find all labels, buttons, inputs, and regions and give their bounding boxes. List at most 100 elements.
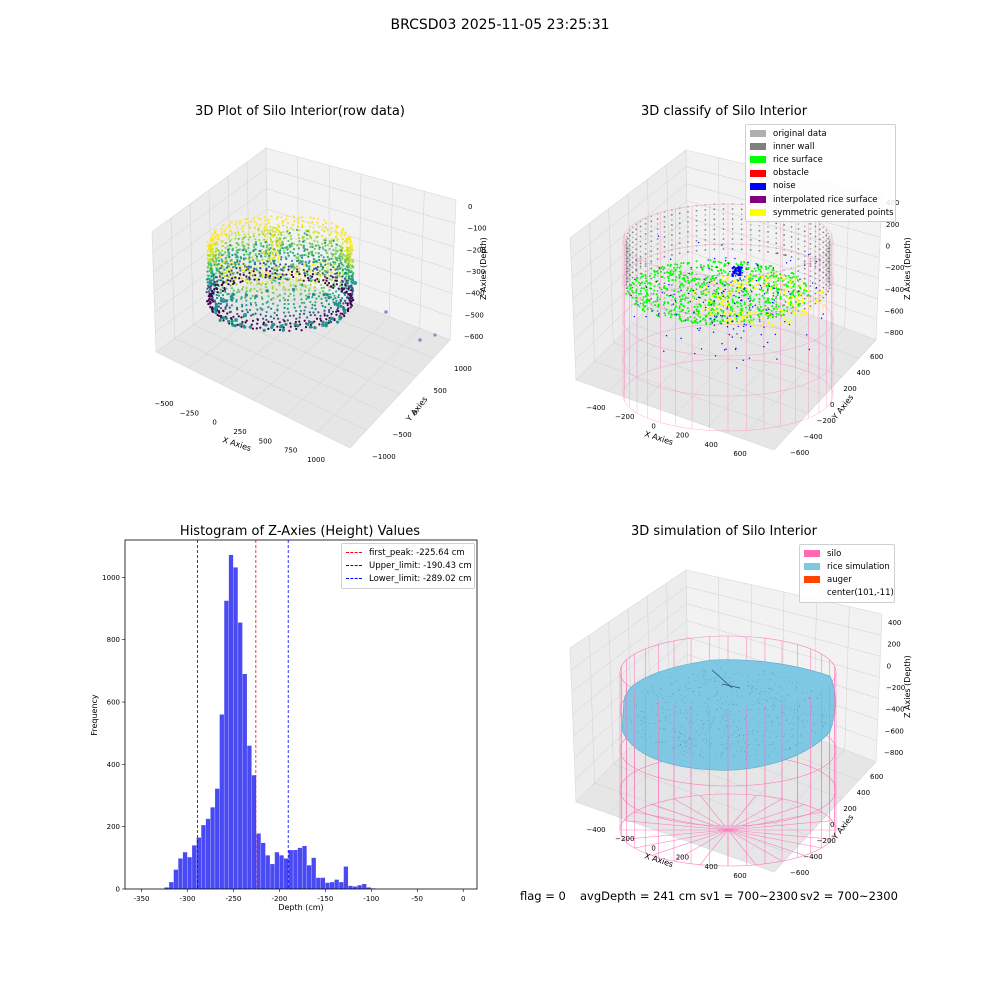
data-point xyxy=(751,279,754,282)
data-point xyxy=(650,260,653,263)
data-point xyxy=(693,305,696,308)
data-point xyxy=(799,287,802,290)
data-point xyxy=(700,266,702,268)
data-point xyxy=(758,315,761,318)
data-point xyxy=(321,266,325,269)
data-point xyxy=(348,277,351,280)
data-point xyxy=(800,294,803,297)
data-point xyxy=(663,255,666,258)
data-point xyxy=(663,266,666,269)
data-point xyxy=(212,277,216,280)
data-point xyxy=(269,270,272,273)
data-point xyxy=(349,271,353,274)
data-point xyxy=(276,257,280,260)
data-point xyxy=(206,257,210,260)
data-point xyxy=(215,258,218,261)
data-point xyxy=(270,320,273,324)
data-point xyxy=(743,288,745,291)
data-point xyxy=(329,268,332,271)
data-point xyxy=(226,279,229,282)
panel3-title: Histogram of Z-Axies (Height) Values xyxy=(179,524,421,539)
histogram-bar xyxy=(357,885,362,889)
panel2-x-tick: 400 xyxy=(705,441,718,449)
legend-item: rice surface xyxy=(750,153,891,166)
data-point xyxy=(307,265,310,268)
data-point xyxy=(339,267,342,270)
data-point xyxy=(797,270,800,272)
data-point xyxy=(286,248,289,251)
data-point xyxy=(234,234,237,237)
data-point xyxy=(225,304,228,307)
data-point xyxy=(784,287,787,290)
data-point xyxy=(767,235,769,238)
data-point xyxy=(822,256,825,259)
data-point xyxy=(325,299,328,302)
data-point xyxy=(644,277,647,280)
data-point xyxy=(797,243,800,245)
data-point xyxy=(673,289,676,292)
data-point xyxy=(269,257,272,260)
data-point xyxy=(267,221,271,225)
data-point xyxy=(699,327,702,329)
data-point xyxy=(695,224,698,227)
data-point xyxy=(282,276,285,280)
data-point xyxy=(628,288,631,291)
data-point xyxy=(652,292,655,295)
figure-title: BRCSD03 2025-11-05 23:25:31 xyxy=(390,17,610,33)
data-point xyxy=(256,279,259,283)
data-point xyxy=(747,267,750,270)
data-point xyxy=(270,307,273,310)
data-point xyxy=(772,287,775,290)
data-point xyxy=(282,237,286,240)
data-point xyxy=(653,270,656,273)
data-point xyxy=(270,267,274,270)
data-point xyxy=(735,347,737,350)
data-point xyxy=(231,279,234,283)
data-point xyxy=(703,290,706,293)
data-point xyxy=(301,283,304,286)
data-point xyxy=(238,267,242,270)
legend-swatch xyxy=(804,590,820,597)
data-point xyxy=(686,275,689,278)
data-point xyxy=(286,299,290,302)
data-point xyxy=(282,281,285,284)
data-point xyxy=(767,310,770,313)
data-point xyxy=(628,249,631,252)
data-point xyxy=(266,275,270,278)
data-point xyxy=(740,304,743,307)
histogram-bar xyxy=(339,882,344,889)
data-point xyxy=(828,265,831,268)
data-point xyxy=(330,231,333,234)
data-point xyxy=(802,291,805,294)
panel2-y-tick: 0 xyxy=(830,401,834,409)
data-point xyxy=(713,213,716,216)
data-point xyxy=(282,326,285,329)
data-point xyxy=(644,273,647,276)
data-point xyxy=(309,216,312,219)
histogram-bar xyxy=(279,855,284,889)
data-point xyxy=(229,273,232,276)
data-point xyxy=(259,262,262,265)
data-point xyxy=(809,270,812,273)
data-point xyxy=(758,249,761,252)
data-point xyxy=(246,242,249,246)
data-point xyxy=(818,243,821,246)
data-point xyxy=(740,218,743,221)
data-point xyxy=(734,257,736,260)
panel3-frame xyxy=(124,539,478,890)
data-point xyxy=(231,253,234,257)
data-point xyxy=(811,282,814,284)
data-point xyxy=(344,239,347,243)
data-point xyxy=(256,318,259,321)
data-point xyxy=(335,272,339,275)
panel2-y-tick: −200 xyxy=(817,417,836,425)
data-point xyxy=(718,303,721,306)
data-point xyxy=(666,264,669,267)
data-point xyxy=(828,280,831,283)
data-point xyxy=(658,283,661,286)
data-point xyxy=(775,232,778,235)
data-point xyxy=(223,268,226,271)
data-point xyxy=(279,325,283,329)
data-point xyxy=(333,294,336,297)
data-point xyxy=(764,304,767,307)
